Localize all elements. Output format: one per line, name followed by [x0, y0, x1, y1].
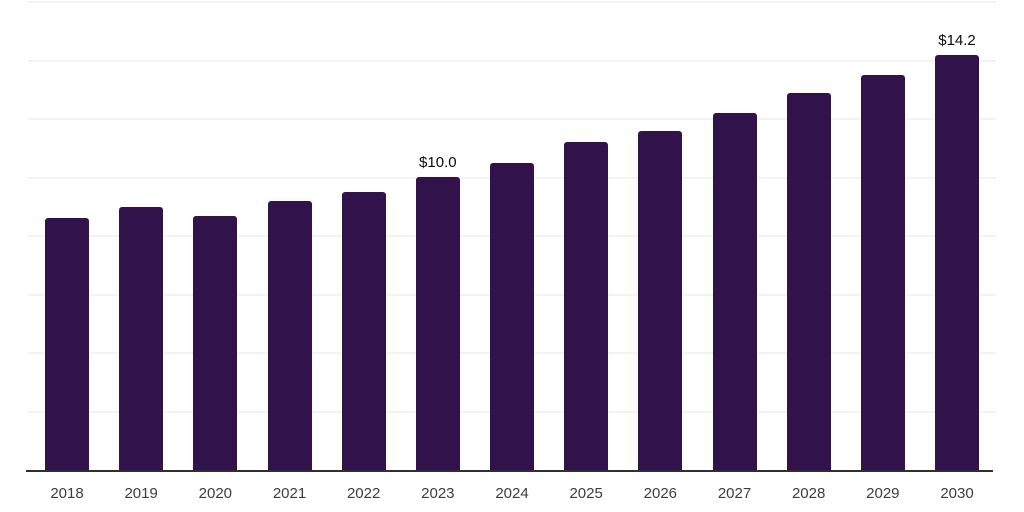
- bar-2019: [119, 207, 163, 470]
- bar-2021: [268, 201, 312, 470]
- x-tick-2022: 2022: [346, 485, 381, 502]
- bar-2022: [342, 192, 386, 470]
- bar-2025: [564, 142, 608, 470]
- bar-2020: [193, 216, 237, 470]
- bar-2026: [638, 131, 682, 470]
- x-tick-2021: 2021: [272, 485, 307, 502]
- x-tick-2028: 2028: [791, 485, 826, 502]
- bar-2030: [935, 55, 979, 470]
- gridline: [28, 1, 996, 3]
- bar-value-label-2030: $14.2: [938, 32, 976, 49]
- bar-2029: [861, 75, 905, 470]
- x-tick-2019: 2019: [124, 485, 158, 502]
- x-tick-2027: 2027: [717, 485, 752, 502]
- bar-2028: [787, 93, 831, 470]
- bar-value-label-2023: $10.0: [419, 154, 457, 171]
- x-tick-2030: 2030: [940, 485, 974, 502]
- x-tick-2025: 2025: [569, 485, 603, 502]
- bar-2018: [45, 218, 89, 470]
- gridline: [28, 118, 996, 120]
- x-axis-line: [26, 470, 993, 472]
- x-tick-2024: 2024: [495, 485, 529, 502]
- bar-2023: [416, 177, 460, 470]
- bar-2024: [490, 163, 534, 470]
- x-tick-2018: 2018: [50, 485, 84, 502]
- x-tick-2029: 2029: [866, 485, 900, 502]
- gridline: [28, 59, 996, 62]
- x-tick-2026: 2026: [643, 485, 678, 502]
- x-tick-2020: 2020: [198, 485, 233, 502]
- bar-2027: [713, 113, 757, 470]
- x-tick-2023: 2023: [421, 485, 455, 502]
